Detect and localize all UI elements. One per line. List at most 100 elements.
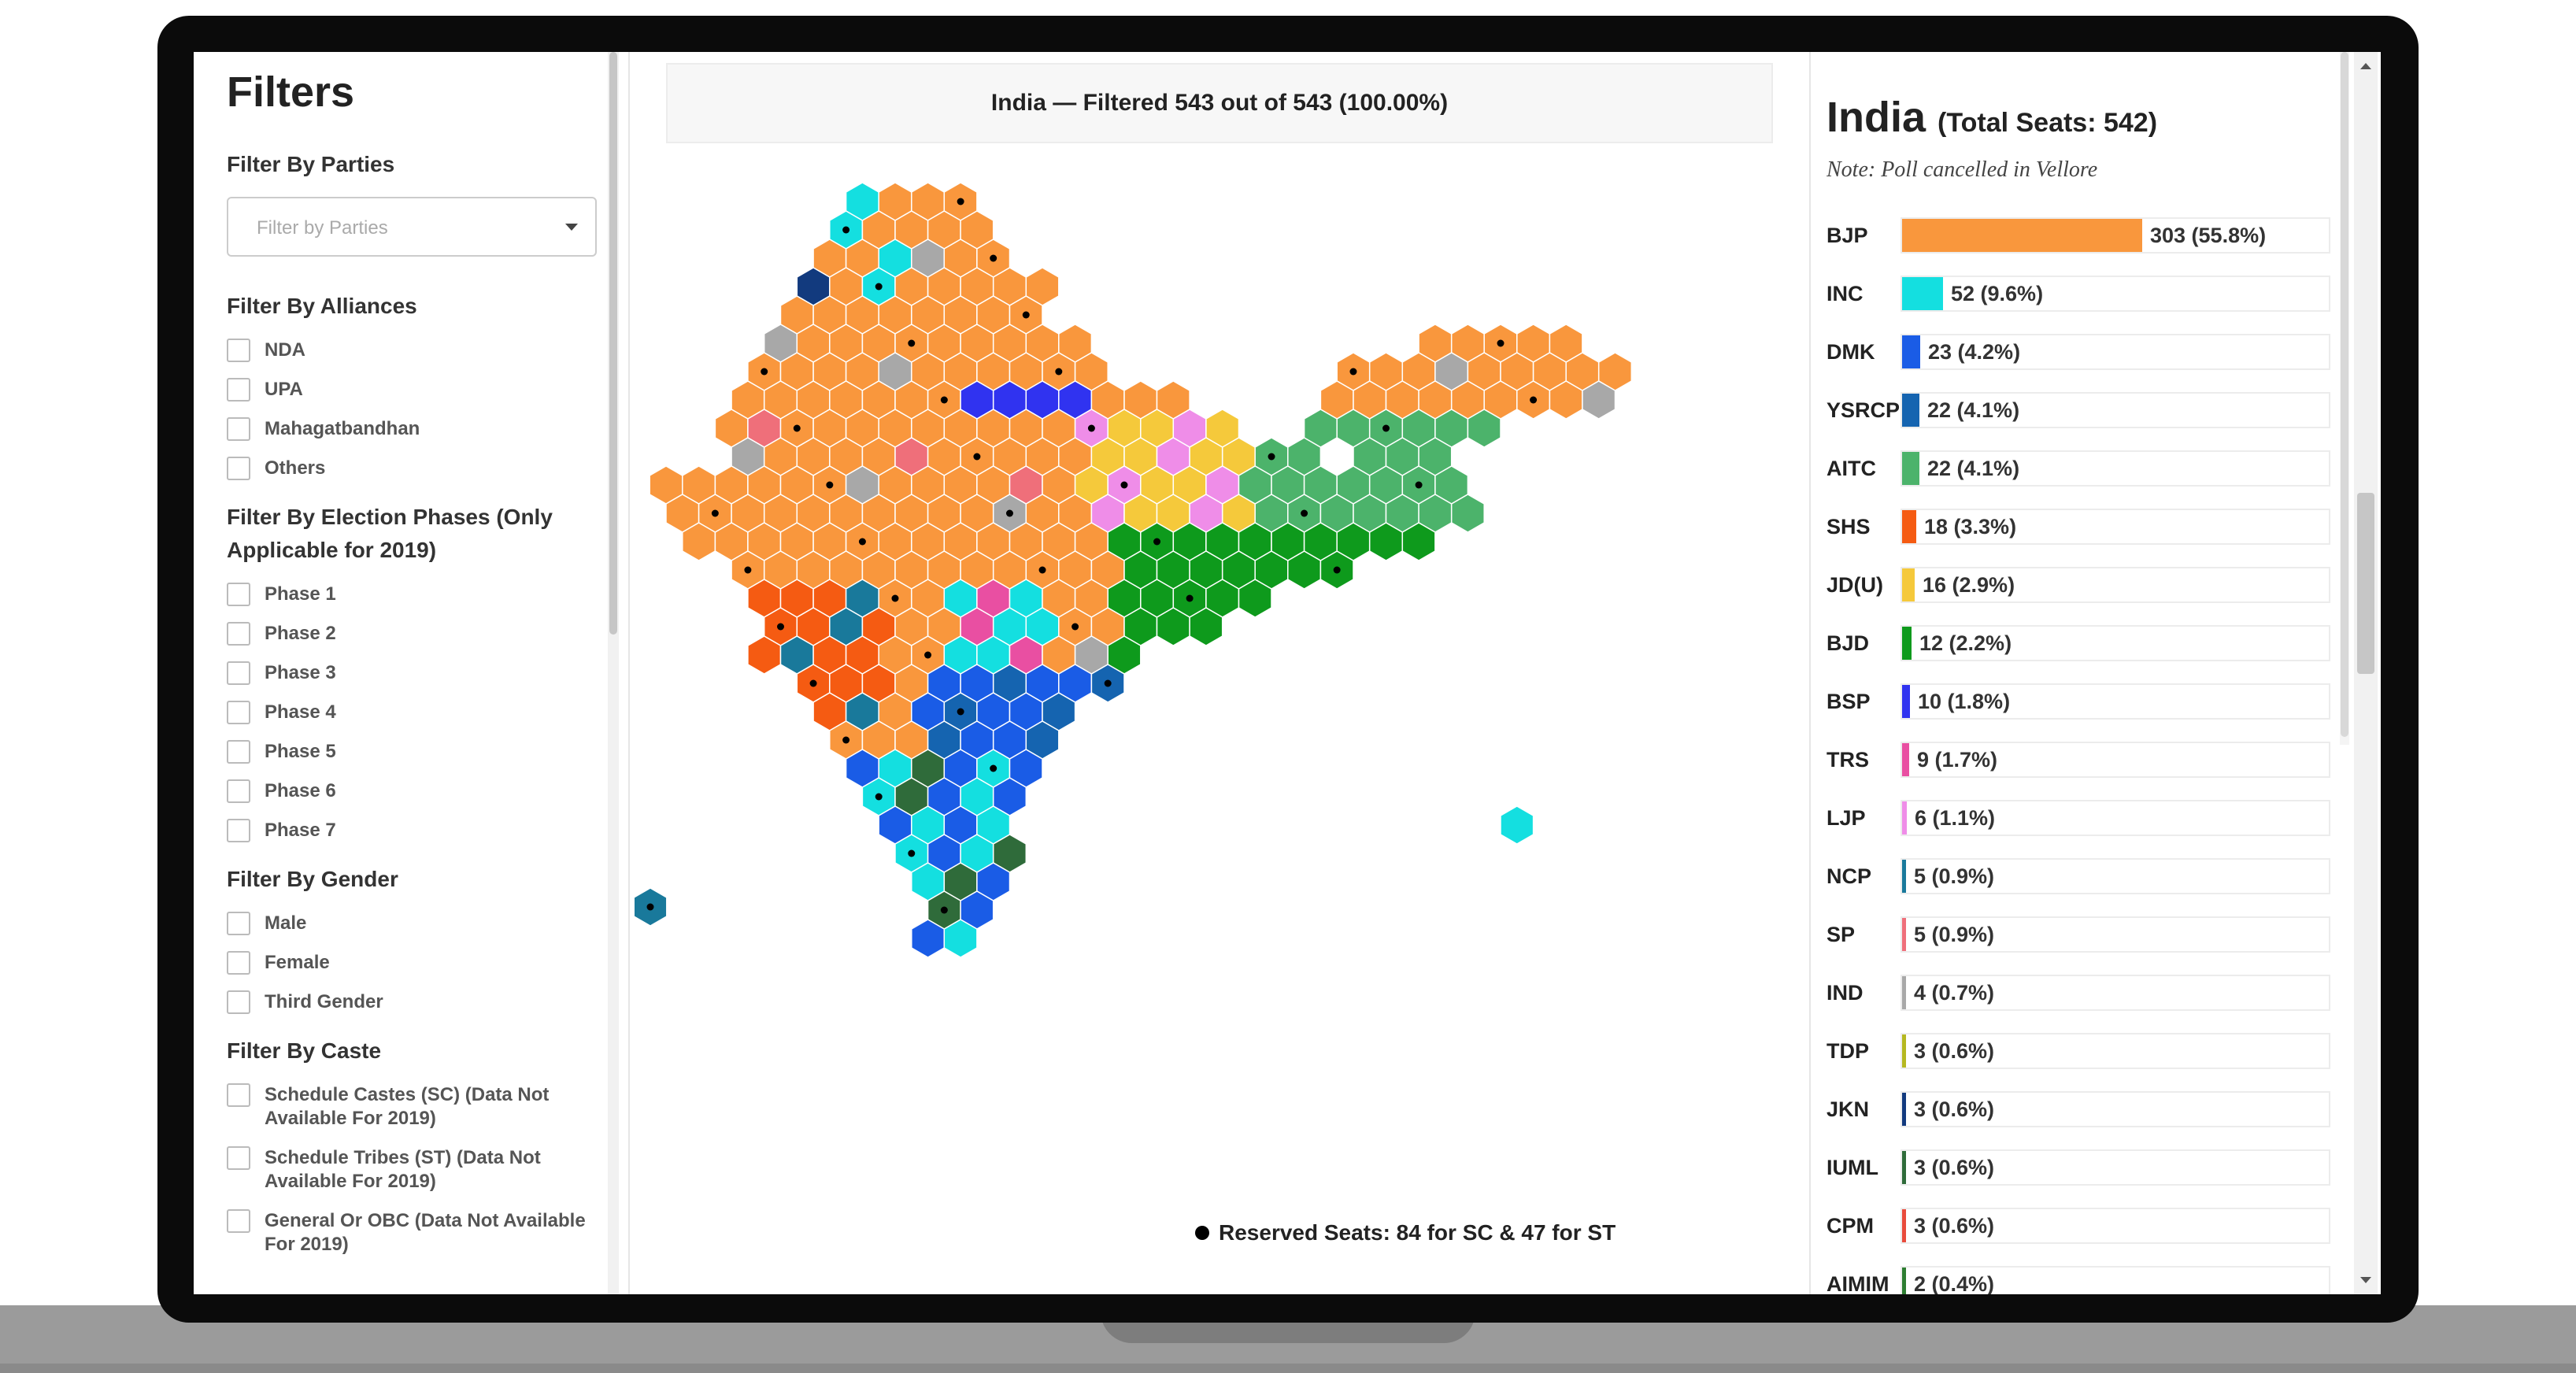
party-row-tdp[interactable]: TDP 3 (0.6%) bbox=[1827, 1022, 2330, 1080]
party-row-dmk[interactable]: DMK 23 (4.2%) bbox=[1827, 323, 2330, 381]
checkbox[interactable] bbox=[227, 701, 250, 724]
party-row-ind[interactable]: IND 4 (0.7%) bbox=[1827, 964, 2330, 1022]
gender-checkbox-female[interactable]: Female bbox=[227, 951, 619, 975]
filters-scrollbar[interactable] bbox=[608, 52, 619, 1294]
constituency-hex[interactable] bbox=[1500, 805, 1534, 845]
checkbox[interactable] bbox=[227, 583, 250, 606]
checkbox-label: Phase 2 bbox=[265, 623, 336, 644]
results-inner-scrollbar[interactable] bbox=[2340, 52, 2349, 745]
checkbox[interactable] bbox=[227, 1083, 250, 1107]
checkbox[interactable] bbox=[227, 1209, 250, 1233]
chevron-down-icon[interactable] bbox=[565, 224, 578, 231]
constituency-hex-map[interactable] bbox=[635, 162, 1776, 1294]
checkbox[interactable] bbox=[227, 740, 250, 764]
party-row-aitc[interactable]: AITC 22 (4.1%) bbox=[1827, 439, 2330, 498]
phase-checkbox-5[interactable]: Phase 5 bbox=[227, 740, 619, 764]
reserved-seat-dot bbox=[990, 254, 997, 262]
party-seat-count: 4 (0.7%) bbox=[1914, 980, 1995, 1005]
scrollbar-thumb[interactable] bbox=[2357, 493, 2374, 674]
alliance-checkbox-upa[interactable]: UPA bbox=[227, 378, 619, 402]
constituency-hex[interactable] bbox=[1467, 409, 1501, 448]
gender-checkbox-male[interactable]: Male bbox=[227, 912, 619, 935]
constituency-hex[interactable] bbox=[1450, 494, 1485, 533]
party-select[interactable]: Filter by Parties bbox=[227, 197, 597, 257]
party-row-bjp[interactable]: BJP 303 (55.8%) bbox=[1827, 206, 2330, 265]
caste-checkbox-general[interactable]: General Or OBC (Data Not Available For 2… bbox=[227, 1209, 619, 1256]
constituency-hex[interactable] bbox=[1238, 579, 1272, 618]
party-row-ncp[interactable]: NCP 5 (0.9%) bbox=[1827, 847, 2330, 905]
constituency-hex[interactable] bbox=[1189, 607, 1223, 646]
alliance-checkbox-others[interactable]: Others bbox=[227, 457, 619, 480]
phase-checkbox-7[interactable]: Phase 7 bbox=[227, 819, 619, 842]
scroll-down-icon[interactable] bbox=[2360, 1277, 2371, 1283]
constituency-hex[interactable] bbox=[943, 919, 978, 958]
party-bar bbox=[1902, 976, 1906, 1009]
party-row-iuml[interactable]: IUML 3 (0.6%) bbox=[1827, 1138, 2330, 1197]
phase-checkbox-3[interactable]: Phase 3 bbox=[227, 661, 619, 685]
party-bar bbox=[1902, 1209, 1906, 1242]
checkbox-label: General Or OBC (Data Not Available For 2… bbox=[265, 1210, 586, 1255]
party-name: BJD bbox=[1827, 631, 1870, 655]
reserved-seat-dot bbox=[1120, 481, 1128, 489]
party-row-jdu[interactable]: JD(U) 16 (2.9%) bbox=[1827, 556, 2330, 614]
party-row-ysrcp[interactable]: YSRCP 22 (4.1%) bbox=[1827, 381, 2330, 439]
party-seat-count: 3 (0.6%) bbox=[1914, 1155, 1995, 1179]
alliance-checkbox-nda[interactable]: NDA bbox=[227, 339, 619, 362]
checkbox[interactable] bbox=[227, 457, 250, 480]
caste-group: Filter By Caste Schedule Castes (SC) (Da… bbox=[227, 1034, 619, 1256]
party-name: NCP bbox=[1827, 864, 1872, 888]
party-select-placeholder: Filter by Parties bbox=[257, 217, 388, 239]
checkbox[interactable] bbox=[227, 339, 250, 362]
checkbox[interactable] bbox=[227, 779, 250, 803]
checkbox[interactable] bbox=[227, 622, 250, 646]
checkbox[interactable] bbox=[227, 417, 250, 441]
constituency-hex[interactable] bbox=[1401, 522, 1436, 561]
checkbox[interactable] bbox=[227, 990, 250, 1014]
constituency-hex[interactable] bbox=[1582, 380, 1616, 420]
party-bar-track: 4 (0.7%) bbox=[1901, 975, 2330, 1011]
alliance-checkbox-mahagatbandhan[interactable]: Mahagatbandhan bbox=[227, 417, 619, 441]
party-row-ljp[interactable]: LJP 6 (1.1%) bbox=[1827, 789, 2330, 847]
party-name: JD(U) bbox=[1827, 572, 1883, 597]
party-row-bsp[interactable]: BSP 10 (1.8%) bbox=[1827, 672, 2330, 731]
checkbox[interactable] bbox=[227, 819, 250, 842]
scrollbar-thumb[interactable] bbox=[2341, 52, 2348, 737]
party-row-aimim[interactable]: AIMIM 2 (0.4%) bbox=[1827, 1255, 2330, 1294]
phase-checkbox-1[interactable]: Phase 1 bbox=[227, 583, 619, 606]
party-row-shs[interactable]: SHS 18 (3.3%) bbox=[1827, 498, 2330, 556]
party-row-bjd[interactable]: BJD 12 (2.2%) bbox=[1827, 614, 2330, 672]
filters-panel: Filters Filter By Parties Filter by Part… bbox=[194, 52, 619, 1294]
filters-title: Filters bbox=[227, 68, 355, 116]
phase-checkbox-6[interactable]: Phase 6 bbox=[227, 779, 619, 803]
party-row-sp[interactable]: SP 5 (0.9%) bbox=[1827, 905, 2330, 964]
party-name: JKN bbox=[1827, 1097, 1870, 1121]
party-row-jkn[interactable]: JKN 3 (0.6%) bbox=[1827, 1080, 2330, 1138]
phase-checkbox-4[interactable]: Phase 4 bbox=[227, 701, 619, 724]
checkbox[interactable] bbox=[227, 1146, 250, 1170]
checkbox[interactable] bbox=[227, 912, 250, 935]
reserved-seat-dot bbox=[1005, 509, 1013, 517]
caste-checkbox-st[interactable]: Schedule Tribes (ST) (Data Not Available… bbox=[227, 1146, 619, 1194]
reserved-seat-dot bbox=[1415, 481, 1423, 489]
reserved-seat-dot bbox=[776, 623, 784, 631]
party-bar bbox=[1902, 1034, 1906, 1068]
checkbox[interactable] bbox=[227, 951, 250, 975]
reserved-seats-legend: Reserved Seats: 84 for SC & 47 for ST bbox=[1195, 1220, 1616, 1245]
party-seat-count: 22 (4.1%) bbox=[1927, 398, 2020, 422]
party-seat-count: 6 (1.1%) bbox=[1915, 805, 1996, 830]
scroll-up-icon[interactable] bbox=[2360, 63, 2371, 69]
phase-checkbox-2[interactable]: Phase 2 bbox=[227, 622, 619, 646]
caste-checkbox-sc[interactable]: Schedule Castes (SC) (Data Not Available… bbox=[227, 1083, 619, 1131]
party-bar-track: 22 (4.1%) bbox=[1901, 450, 2330, 487]
reserved-seat-dot bbox=[793, 424, 801, 432]
checkbox[interactable] bbox=[227, 661, 250, 685]
reserved-seat-dot bbox=[924, 651, 932, 659]
page-scrollbar[interactable] bbox=[2354, 52, 2378, 1294]
checkbox[interactable] bbox=[227, 378, 250, 402]
scrollbar-thumb[interactable] bbox=[609, 52, 617, 635]
filter-gender-heading: Filter By Gender bbox=[227, 867, 398, 891]
party-row-cpm[interactable]: CPM 3 (0.6%) bbox=[1827, 1197, 2330, 1255]
party-row-trs[interactable]: TRS 9 (1.7%) bbox=[1827, 731, 2330, 789]
gender-checkbox-third[interactable]: Third Gender bbox=[227, 990, 619, 1014]
party-row-inc[interactable]: INC 52 (9.6%) bbox=[1827, 265, 2330, 323]
